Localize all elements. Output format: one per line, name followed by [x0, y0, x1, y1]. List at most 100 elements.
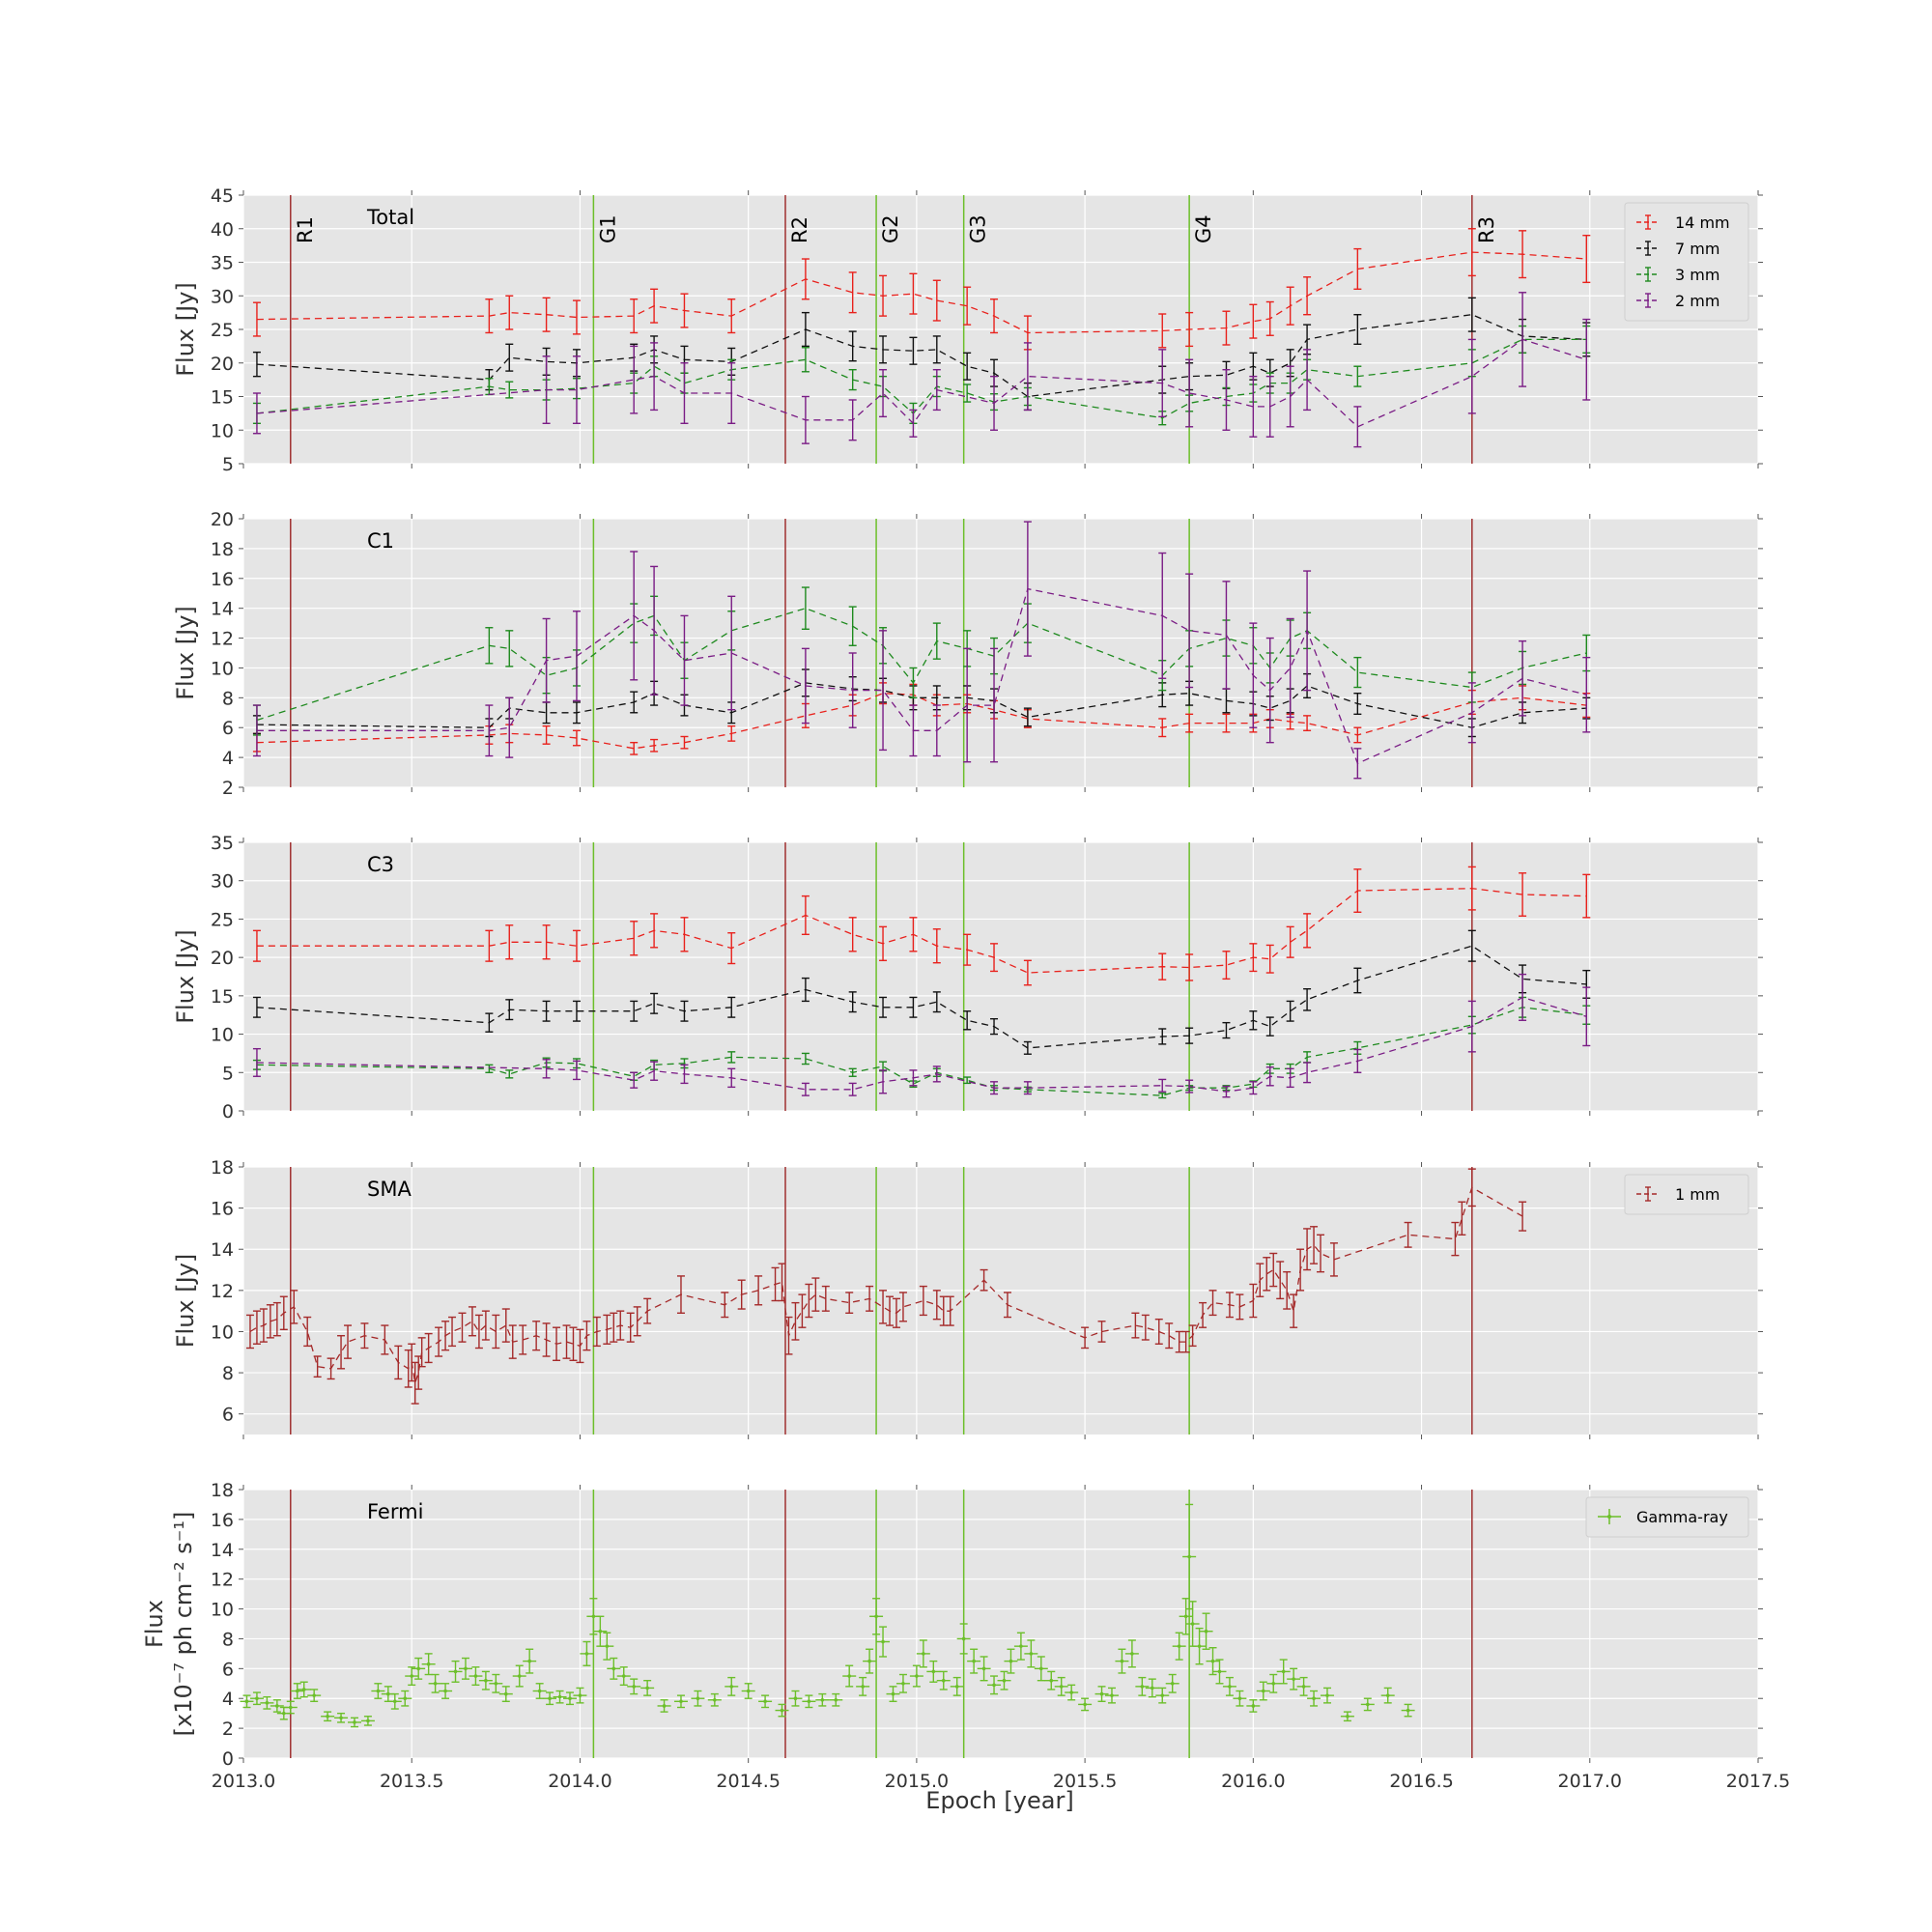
data-point	[1081, 1326, 1090, 1350]
data-point	[801, 977, 810, 1003]
data-point	[1353, 726, 1362, 744]
marker	[1366, 1702, 1370, 1707]
data-point	[879, 335, 888, 364]
data-point	[1182, 1503, 1197, 1610]
data-point	[879, 1290, 888, 1324]
data-point	[485, 1064, 494, 1073]
data-point	[1265, 375, 1274, 438]
marker	[662, 1704, 667, 1708]
data-point	[758, 1694, 773, 1709]
data-point	[848, 1082, 857, 1096]
data-point	[252, 1047, 261, 1077]
panel-title: C3	[367, 853, 394, 876]
marker	[326, 1714, 329, 1719]
marker	[578, 1693, 582, 1697]
data-point	[1303, 913, 1312, 949]
data-point	[801, 258, 810, 300]
marker	[807, 1699, 811, 1704]
data-point	[866, 1285, 874, 1312]
data-point	[1467, 1000, 1476, 1053]
data-point	[676, 1275, 685, 1314]
data-point	[1141, 1314, 1150, 1341]
data-point	[245, 1314, 254, 1350]
data-point	[1185, 713, 1194, 733]
data-point	[886, 1686, 900, 1703]
data-point	[1353, 656, 1362, 689]
data-point	[1222, 1676, 1236, 1696]
data-point	[801, 311, 810, 348]
series-line	[256, 693, 1587, 750]
data-point	[572, 355, 581, 424]
data-point	[801, 586, 810, 630]
data-point	[829, 1692, 843, 1707]
data-point	[811, 1277, 820, 1312]
data-point	[270, 1699, 284, 1713]
marker	[834, 1697, 838, 1702]
y-tick-label: 6	[222, 1405, 234, 1426]
y-tick-label: 10	[211, 420, 234, 441]
data-point	[791, 1301, 800, 1341]
data-point	[1023, 707, 1032, 727]
data-point	[448, 1316, 457, 1348]
data-point	[990, 298, 999, 334]
data-point	[630, 1071, 639, 1089]
data-point	[505, 295, 514, 330]
data-point	[1225, 1292, 1234, 1319]
marker	[1197, 1644, 1202, 1648]
marker	[1059, 1685, 1064, 1689]
data-point	[519, 1324, 527, 1355]
data-point	[441, 1321, 450, 1351]
data-point	[946, 1295, 954, 1326]
data-point	[936, 1670, 951, 1690]
data-point	[932, 928, 941, 964]
marker	[376, 1689, 381, 1693]
data-point	[932, 991, 941, 1013]
data-point	[630, 345, 639, 414]
y-tick-label: 15	[211, 986, 234, 1008]
data-point	[481, 1310, 490, 1341]
series-line	[256, 888, 1587, 974]
data-point	[727, 595, 736, 711]
data-point	[1249, 943, 1258, 973]
data-point	[562, 1324, 571, 1359]
marker	[1292, 1677, 1295, 1681]
series-line	[256, 251, 1587, 334]
marker	[1009, 1659, 1013, 1663]
data-point	[939, 1295, 948, 1326]
data-point	[542, 1322, 551, 1357]
data-point	[532, 1683, 547, 1699]
y-tick-label: 0	[222, 1748, 234, 1770]
data-point	[650, 992, 659, 1014]
series-line	[256, 945, 1587, 1049]
data-point	[932, 1290, 941, 1321]
data-point	[1222, 310, 1231, 346]
data-point	[1303, 276, 1312, 316]
data-point	[727, 996, 736, 1018]
data-point	[1286, 1067, 1294, 1089]
data-point	[650, 288, 659, 324]
data-point	[321, 1711, 335, 1722]
data-point	[603, 1314, 611, 1345]
data-point	[1222, 951, 1231, 980]
data-point	[1023, 1081, 1032, 1095]
marker	[901, 1681, 905, 1686]
data-point	[727, 1067, 736, 1089]
data-point	[680, 917, 689, 952]
data-point	[1185, 573, 1194, 689]
data-point	[1023, 1040, 1032, 1055]
marker	[847, 1674, 851, 1678]
panel-title: Total	[366, 206, 414, 229]
y-tick-label: 14	[211, 1540, 234, 1561]
data-point	[439, 1683, 453, 1699]
data-point	[1401, 1703, 1415, 1718]
data-point	[815, 1692, 830, 1707]
legend-swatch-marker	[1607, 1515, 1611, 1519]
series-7-mm	[252, 929, 1591, 1055]
marker	[1140, 1685, 1145, 1689]
data-point	[532, 1321, 541, 1351]
data-point	[727, 298, 736, 334]
data-point	[1208, 1290, 1217, 1317]
data-point	[1236, 1293, 1244, 1321]
legend-item: 7 mm	[1636, 240, 1719, 258]
data-point	[1286, 1000, 1294, 1022]
